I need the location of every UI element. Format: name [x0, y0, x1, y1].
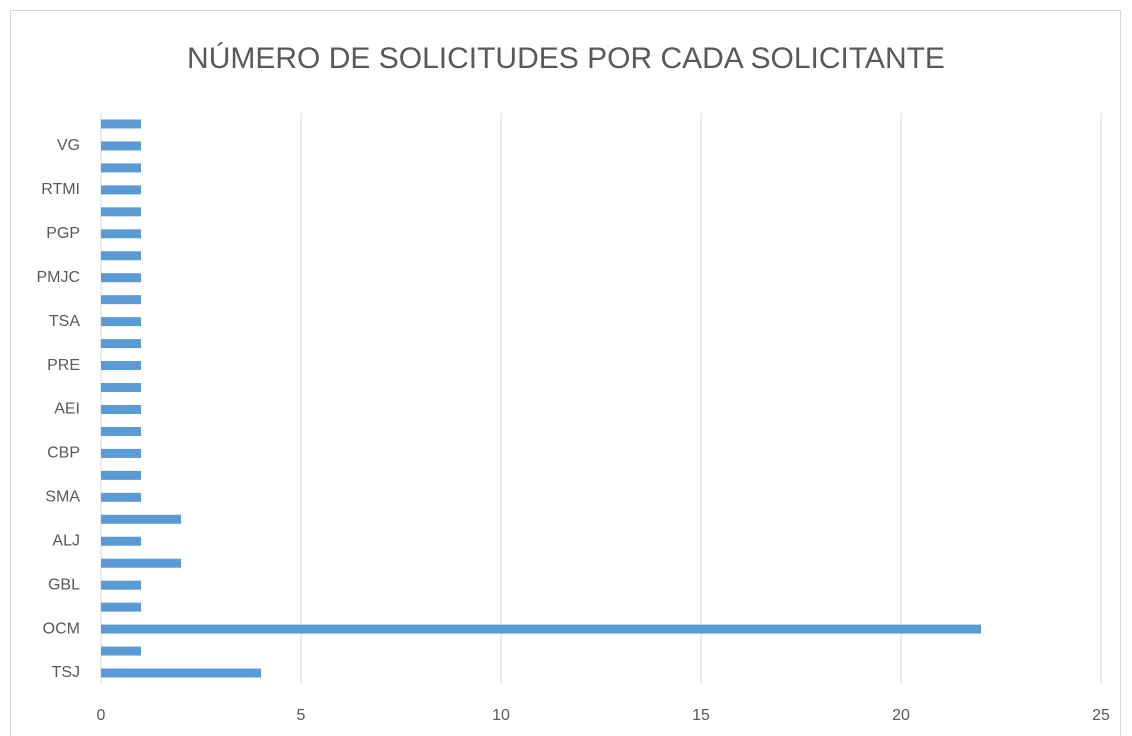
x-tick-label: 0: [97, 707, 106, 724]
bar: [101, 273, 141, 283]
bar: [101, 404, 141, 414]
y-tick-label: SMA: [45, 489, 80, 506]
bar: [101, 361, 141, 371]
bar: [101, 383, 141, 393]
y-tick-label: PMJC: [36, 269, 80, 286]
bar: [101, 295, 141, 305]
bar: [101, 119, 141, 129]
y-tick-label: GBL: [48, 576, 80, 593]
bar: [101, 207, 141, 217]
bar: [101, 624, 981, 634]
y-tick-label: CBP: [47, 445, 80, 462]
x-tick-label: 25: [1092, 707, 1110, 724]
y-tick-label: TSA: [49, 313, 80, 330]
bar: [101, 536, 141, 546]
x-tick-label: 20: [892, 707, 910, 724]
x-tick-label: 5: [297, 707, 306, 724]
y-tick-label: AEI: [54, 401, 80, 418]
bar: [101, 492, 141, 502]
y-tick-label: VG: [57, 137, 80, 154]
bar: [101, 470, 141, 480]
y-tick-label: OCM: [43, 620, 80, 637]
bar: [101, 141, 141, 151]
bar: [101, 229, 141, 239]
y-tick-label: TSJ: [52, 664, 80, 681]
bar: [101, 668, 261, 678]
bar: [101, 558, 181, 568]
bar: [101, 185, 141, 195]
chart-title: NÚMERO DE SOLICITUDES POR CADA SOLICITAN…: [187, 42, 945, 75]
y-tick-label: ALJ: [52, 532, 80, 549]
bar: [101, 580, 141, 590]
bar: [101, 602, 141, 612]
bar: [101, 426, 141, 436]
x-tick-label: 10: [492, 707, 510, 724]
y-tick-label: RTMI: [41, 181, 80, 198]
bar: [101, 339, 141, 349]
x-tick-label: 15: [692, 707, 710, 724]
bar: [101, 163, 141, 173]
chart-border: [10, 10, 1121, 736]
y-tick-label: PRE: [47, 357, 80, 374]
bar: [101, 514, 181, 524]
bar: [101, 448, 141, 458]
bar: [101, 646, 141, 656]
bar: [101, 317, 141, 327]
y-tick-label: PGP: [46, 225, 80, 242]
bar: [101, 251, 141, 261]
